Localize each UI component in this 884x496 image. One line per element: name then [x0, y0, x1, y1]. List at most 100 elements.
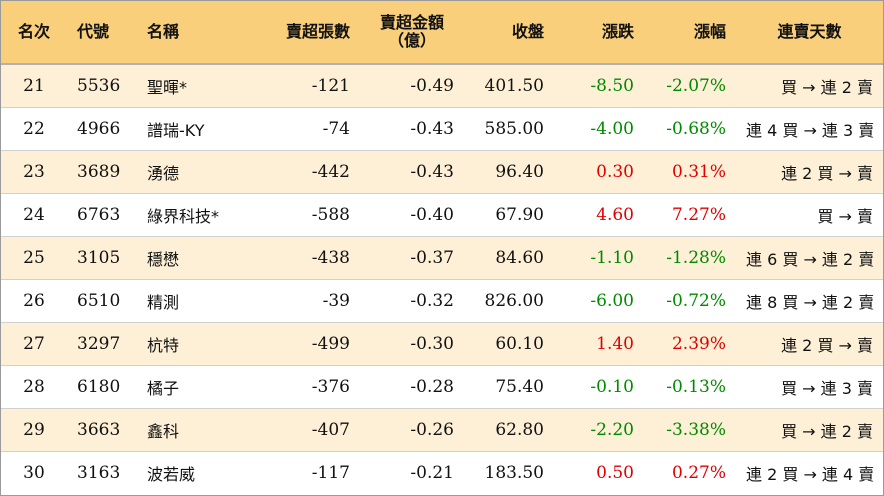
cell-name: 鑫科 [147, 421, 180, 441]
cell-streak: 連 4 買 → 連 3 賣 [746, 120, 875, 140]
cell-change: -8.50 [590, 75, 634, 96]
cell-name: 橘子 [147, 378, 180, 398]
cell-streak: 連 8 買 → 連 2 賣 [746, 292, 875, 312]
table-row[interactable]: 27 3297 杭特 -499 -0.30 60.10 1.40 2.39% 連 2 買 → 賣 [1, 322, 883, 365]
cell-rank: 22 [23, 118, 45, 139]
cell-name: 譜瑞-KY [147, 120, 205, 140]
header-rank[interactable]: 名次 [1, 1, 67, 65]
cell-name: 聖暉* [147, 77, 188, 97]
header-close[interactable]: 收盤 [464, 1, 554, 65]
table-row[interactable]: 22 4966 譜瑞-KY -74 -0.43 585.00 -4.00 -0.68% 連 4 … [1, 107, 883, 150]
cell-net-lots: -117 [311, 462, 350, 483]
cell-amount: -0.21 [410, 462, 454, 483]
cell-close: 401.50 [484, 75, 544, 96]
cell-streak: 買 → 連 3 賣 [781, 378, 873, 398]
cell-close: 183.50 [484, 462, 544, 483]
table-row[interactable]: 21 5536 聖暉* -121 -0.49 401.50 -8.50 -2.07% 買 → 連… [1, 64, 883, 107]
cell-net-lots: -39 [322, 290, 350, 311]
cell-rank: 28 [23, 376, 45, 397]
cell-amount: -0.43 [410, 118, 454, 139]
cell-amount: -0.43 [410, 161, 454, 182]
header-name[interactable]: 名稱 [137, 1, 247, 65]
cell-amount: -0.26 [410, 419, 454, 440]
cell-code: 3105 [77, 247, 121, 268]
cell-change: -6.00 [590, 290, 634, 311]
cell-code: 3297 [77, 333, 121, 354]
cell-streak: 連 6 買 → 連 2 賣 [746, 249, 875, 269]
header-streak[interactable]: 連賣天數 [736, 1, 883, 65]
cell-change: 0.30 [596, 161, 634, 182]
table-row[interactable]: 30 3163 波若威 -117 -0.21 183.50 0.50 0.27% 連 2 買 →… [1, 451, 883, 494]
cell-rank: 24 [23, 204, 45, 225]
cell-name: 湧德 [147, 163, 180, 183]
cell-change: -4.00 [590, 118, 634, 139]
table-row[interactable]: 28 6180 橘子 -376 -0.28 75.40 -0.10 -0.13% 買 → 連 3… [1, 365, 883, 408]
table-row[interactable]: 23 3689 湧德 -442 -0.43 96.40 0.30 0.31% 連 2 買 → 賣 [1, 150, 883, 193]
cell-pct: -3.38% [666, 419, 726, 440]
cell-amount: -0.40 [410, 204, 454, 225]
cell-close: 60.10 [495, 333, 544, 354]
cell-close: 84.60 [495, 247, 544, 268]
cell-code: 6763 [77, 204, 121, 225]
cell-streak: 連 2 買 → 賣 [781, 335, 873, 355]
cell-rank: 27 [23, 333, 45, 354]
cell-pct: -1.28% [666, 247, 726, 268]
cell-amount: -0.28 [410, 376, 454, 397]
cell-streak: 買 → 連 2 賣 [781, 77, 873, 97]
table-row[interactable]: 29 3663 鑫科 -407 -0.26 62.80 -2.20 -3.38% 買 → 連 2… [1, 408, 883, 451]
cell-net-lots: -438 [311, 247, 350, 268]
cell-net-lots: -74 [322, 118, 350, 139]
cell-name: 穩懋 [147, 249, 180, 269]
cell-pct: -0.13% [666, 376, 726, 397]
cell-rank: 21 [23, 75, 45, 96]
cell-net-lots: -407 [311, 419, 350, 440]
cell-amount: -0.37 [410, 247, 454, 268]
cell-close: 826.00 [484, 290, 544, 311]
cell-amount: -0.30 [410, 333, 454, 354]
header-pct[interactable]: 漲幅 [644, 1, 736, 65]
cell-change: 1.40 [596, 333, 634, 354]
cell-code: 3689 [77, 161, 121, 182]
cell-change: 4.60 [596, 204, 634, 225]
cell-net-lots: -376 [311, 376, 350, 397]
cell-rank: 23 [23, 161, 45, 182]
cell-pct: 2.39% [671, 333, 726, 354]
cell-amount: -0.32 [410, 290, 454, 311]
cell-pct: -2.07% [666, 75, 726, 96]
header-net-lots[interactable]: 賣超張數 [247, 1, 360, 65]
cell-name: 杭特 [147, 335, 180, 355]
cell-net-lots: -588 [311, 204, 350, 225]
cell-rank: 29 [23, 419, 45, 440]
cell-code: 5536 [77, 75, 121, 96]
cell-name: 波若威 [147, 464, 196, 484]
cell-net-lots: -121 [311, 75, 350, 96]
cell-close: 62.80 [495, 419, 544, 440]
header-code[interactable]: 代號 [67, 1, 137, 65]
cell-close: 75.40 [495, 376, 544, 397]
header-amount-line1: 賣超金額 [379, 13, 444, 32]
table-row[interactable]: 26 6510 精測 -39 -0.32 826.00 -6.00 -0.72% 連 8 買 →… [1, 279, 883, 322]
cell-change: -2.20 [590, 419, 634, 440]
cell-streak: 買 → 連 2 賣 [781, 421, 873, 441]
cell-close: 96.40 [495, 161, 544, 182]
table-row[interactable]: 24 6763 綠界科技* -588 -0.40 67.90 4.60 7.27% 買 → 賣 [1, 193, 883, 236]
cell-close: 67.90 [495, 204, 544, 225]
header-change[interactable]: 漲跌 [554, 1, 644, 65]
table-header-row: 名次 代號 名稱 賣超張數 賣超金額 （億） 收盤 漲跌 漲幅 連賣天數 [1, 1, 883, 65]
cell-pct: -0.68% [666, 118, 726, 139]
cell-rank: 26 [23, 290, 45, 311]
cell-rank: 25 [23, 247, 45, 268]
cell-code: 3663 [77, 419, 121, 440]
table-row[interactable]: 25 3105 穩懋 -438 -0.37 84.60 -1.10 -1.28% 連 6 買 →… [1, 236, 883, 279]
cell-net-lots: -442 [311, 161, 350, 182]
cell-streak: 買 → 賣 [817, 206, 873, 226]
cell-pct: 7.27% [671, 204, 726, 225]
header-amount[interactable]: 賣超金額 （億） [360, 1, 464, 65]
cell-streak: 連 2 買 → 賣 [781, 163, 873, 183]
cell-change: 0.50 [596, 462, 634, 483]
cell-close: 585.00 [484, 118, 544, 139]
cell-pct: 0.31% [671, 161, 726, 182]
cell-pct: 0.27% [671, 462, 726, 483]
cell-code: 4966 [77, 118, 121, 139]
